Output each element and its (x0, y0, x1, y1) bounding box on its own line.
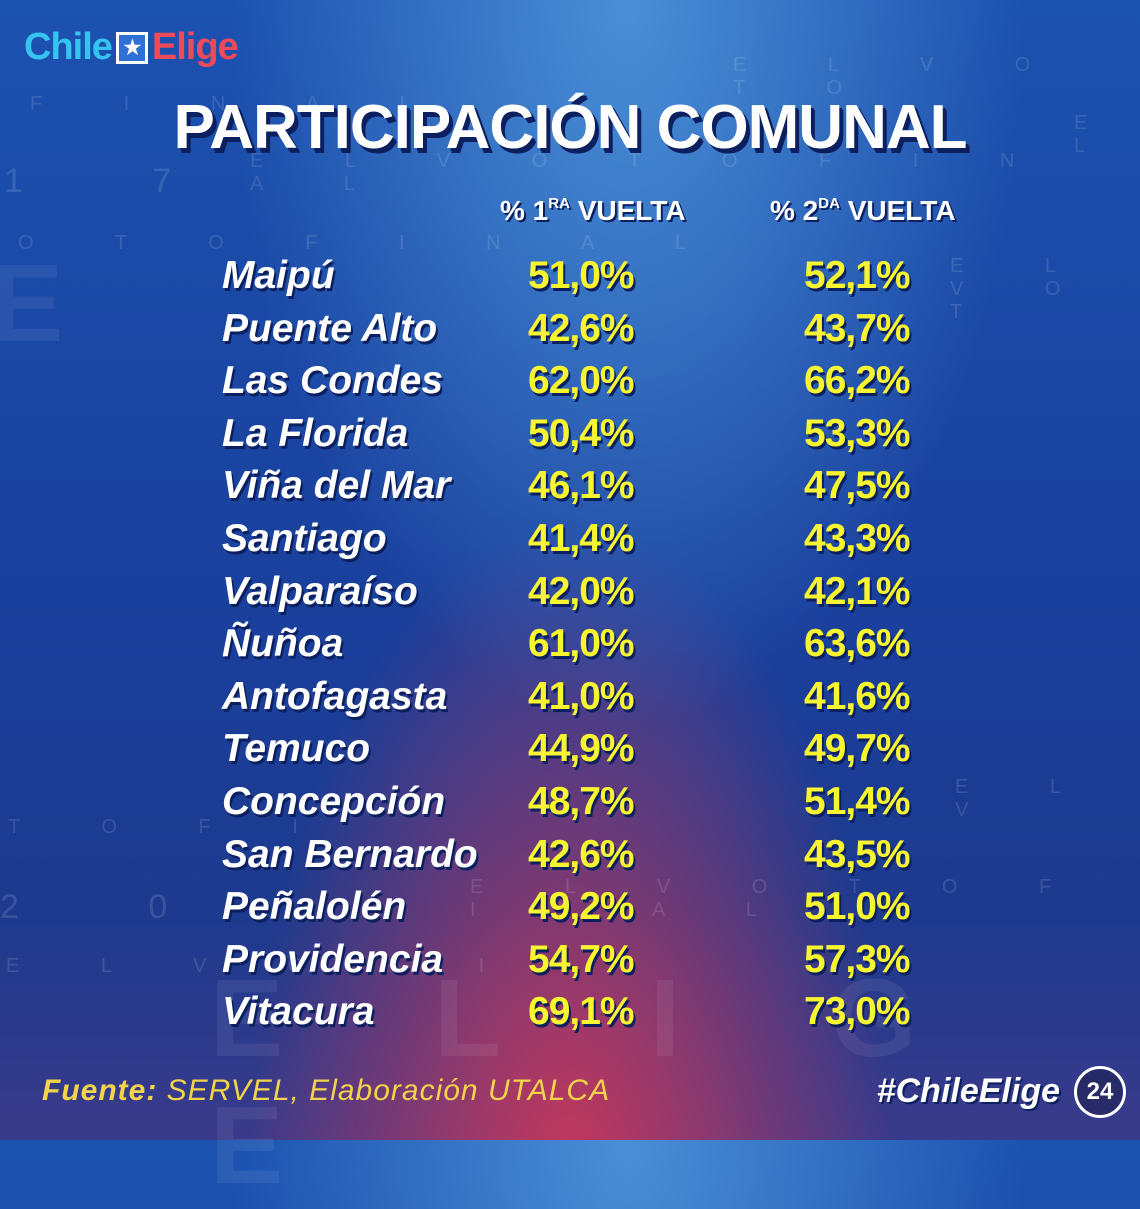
table-row: La Florida 50,4% 53,3% (0, 412, 1140, 465)
participation-table: Maipú 51,0% 52,1% Puente Alto 42,6% 43,7% La… (0, 254, 1140, 1043)
comuna-name: Concepción (222, 779, 446, 823)
bg-text: O T O F I N A L (18, 232, 724, 254)
comuna-name: Ñuñoa (222, 622, 344, 666)
comuna-name: Valparaíso (222, 569, 418, 613)
comuna-name: La Florida (222, 411, 409, 455)
second-round-value: 42,1% (804, 569, 911, 613)
page-title: PARTICIPACIÓN COMUNAL (173, 93, 968, 162)
table-row: Ñuñoa 61,0% 63,6% (0, 622, 1140, 675)
comuna-name: Puente Alto (222, 306, 438, 350)
first-round-value: 44,9% (528, 727, 635, 771)
table-row: Providencia 54,7% 57,3% (0, 938, 1140, 991)
table-row: Valparaíso 42,0% 42,1% (0, 570, 1140, 623)
first-round-value: 42,6% (528, 832, 635, 876)
table-row: Puente Alto 42,6% 43,7% (0, 307, 1140, 360)
second-round-value: 52,1% (804, 254, 911, 297)
second-round-value: 43,5% (804, 832, 911, 876)
first-round-value: 69,1% (528, 990, 635, 1034)
comuna-name: Providencia (222, 937, 444, 981)
table-row: Peñalolén 49,2% 51,0% (0, 885, 1140, 938)
first-round-value: 50,4% (528, 411, 635, 455)
table-row: Viña del Mar 46,1% 47,5% (0, 464, 1140, 517)
col1-suffix: VUELTA (569, 195, 686, 226)
first-round-value: 49,2% (528, 885, 635, 929)
bg-number: 1 7 (4, 162, 232, 200)
first-round-value: 51,0% (528, 254, 635, 297)
source-label: Fuente: (42, 1074, 158, 1107)
second-round-value: 73,0% (804, 990, 911, 1034)
comuna-name: Antofagasta (222, 674, 448, 718)
comuna-name: San Bernardo (222, 832, 478, 876)
table-row: Concepción 48,7% 51,4% (0, 780, 1140, 833)
comuna-name: Peñalolén (222, 885, 407, 929)
comuna-name: Vitacura (222, 990, 375, 1034)
second-round-value: 43,3% (804, 516, 911, 560)
first-round-value: 42,6% (528, 306, 635, 350)
second-round-value: 53,3% (804, 411, 911, 455)
second-round-value: 57,3% (804, 937, 911, 981)
first-round-value: 41,0% (528, 674, 635, 718)
first-round-value: 54,7% (528, 937, 635, 981)
first-round-value: 46,1% (528, 464, 635, 508)
comuna-name: Santiago (222, 516, 387, 560)
comuna-name: Viña del Mar (222, 464, 451, 508)
second-round-value: 51,4% (804, 779, 911, 823)
flag-star-icon: ★ (115, 31, 148, 64)
channel-24-logo-icon: 24 (1074, 1066, 1126, 1118)
table-row: Maipú 51,0% 52,1% (0, 254, 1140, 307)
comuna-name: Maipú (222, 254, 335, 297)
first-round-value: 48,7% (528, 779, 635, 823)
first-round-value: 62,0% (528, 359, 635, 403)
table-row: Santiago 41,4% 43,3% (0, 517, 1140, 570)
first-round-value: 41,4% (528, 516, 635, 560)
table-row: Antofagasta 41,0% 41,6% (0, 675, 1140, 728)
source-credit: Fuente: SERVEL, Elaboración UTALCA (42, 1074, 610, 1108)
second-round-value: 51,0% (804, 885, 911, 929)
second-round-value: 63,6% (804, 622, 911, 666)
source-text: SERVEL, Elaboración UTALCA (157, 1074, 611, 1107)
col2-prefix: % 2 (770, 195, 819, 226)
col1-sup: RA (548, 195, 570, 212)
logo-chile-text: Chile (24, 26, 113, 68)
second-round-value: 49,7% (804, 727, 911, 771)
logo-elige-text: Elige (151, 26, 239, 68)
hashtag: #ChileElige (876, 1072, 1060, 1110)
table-row: Las Condes 62,0% 66,2% (0, 359, 1140, 412)
second-round-value: 66,2% (804, 359, 911, 403)
first-round-value: 42,0% (528, 569, 635, 613)
col1-prefix: % 1 (500, 195, 549, 226)
comuna-name: Temuco (222, 727, 371, 771)
table-row: Temuco 44,9% 49,7% (0, 727, 1140, 780)
table-row: Vitacura 69,1% 73,0% (0, 990, 1140, 1043)
table-row: San Bernardo 42,6% 43,5% (0, 833, 1140, 886)
second-round-value: 41,6% (804, 674, 911, 718)
column-header-second-round: % 2DA VUELTA (770, 195, 956, 227)
comuna-name: Las Condes (222, 359, 444, 403)
chile-elige-logo: Chile ★ Elige (24, 26, 239, 69)
col2-sup: DA (818, 195, 840, 212)
second-round-value: 47,5% (804, 464, 911, 508)
column-header-first-round: % 1RA VUELTA (500, 195, 686, 227)
first-round-value: 61,0% (528, 622, 635, 666)
second-round-value: 43,7% (804, 306, 911, 350)
col2-suffix: VUELTA (839, 195, 956, 226)
